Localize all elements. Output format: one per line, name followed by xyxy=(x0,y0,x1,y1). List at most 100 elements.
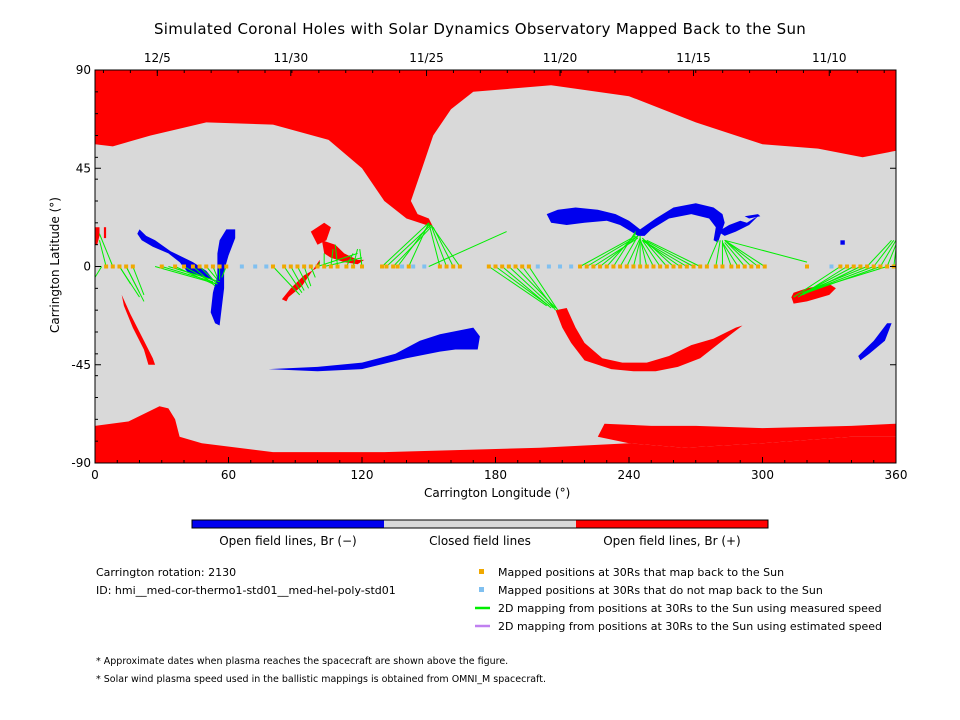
mapped-point-0 xyxy=(104,264,109,269)
mapped-point-71 xyxy=(805,264,809,269)
negative-open-region-7 xyxy=(744,214,761,219)
mapping-line-47 xyxy=(508,266,554,309)
date-label-3: 11/20 xyxy=(543,51,578,65)
mapped-point-33 xyxy=(444,264,449,269)
mapped-point-43 xyxy=(578,264,583,269)
x-axis-label: Carrington Longitude (°) xyxy=(424,486,571,500)
mapped-point-45 xyxy=(591,264,596,269)
legend-label-mapped: Mapped positions at 30Rs that map back t… xyxy=(498,566,785,579)
mapped-point-65 xyxy=(729,264,734,269)
colorbar-segment-0 xyxy=(192,520,384,528)
legend-marker-mapped xyxy=(479,569,484,574)
mapped-point-78 xyxy=(878,264,883,269)
mapping-line-87 xyxy=(809,266,888,291)
x-tick-label-5: 300 xyxy=(751,468,774,482)
mapped-point-5 xyxy=(159,264,164,269)
mapped-point-64 xyxy=(720,264,725,269)
y-tick-label-1: 45 xyxy=(76,161,91,175)
unmapped-point-3 xyxy=(400,264,405,269)
mapping-line-56 xyxy=(613,231,637,267)
mapping-line-12 xyxy=(199,266,218,285)
mapped-point-20 xyxy=(315,264,320,269)
mapping-line-39 xyxy=(428,222,441,267)
colorbar-segment-2 xyxy=(576,520,768,528)
mapped-point-41 xyxy=(520,264,525,269)
mapping-line-78 xyxy=(724,239,765,267)
mapping-line-19 xyxy=(272,266,301,296)
mapped-point-35 xyxy=(457,264,462,269)
carrington-rotation: Carrington rotation: 2130 xyxy=(96,566,237,579)
legend-label-estimated: 2D mapping from positions at 30Rs to the… xyxy=(498,620,883,633)
positive-open-region-2 xyxy=(597,423,896,448)
colorbar-label-0: Open field lines, Br (−) xyxy=(219,534,357,548)
mapped-point-28 xyxy=(384,264,389,269)
mapped-point-30 xyxy=(395,264,400,269)
mapping-line-42 xyxy=(430,224,461,267)
mapped-point-73 xyxy=(845,264,850,269)
unmapped-point-7 xyxy=(546,264,551,269)
unmapped-point-10 xyxy=(829,264,834,269)
positive-open-region-9 xyxy=(95,227,100,245)
mapped-point-68 xyxy=(749,264,754,269)
mapping-line-45 xyxy=(495,266,550,307)
mapping-line-57 xyxy=(619,235,639,267)
mapped-point-14 xyxy=(271,264,275,269)
legend-label-unmapped: Mapped positions at 30Rs that do not map… xyxy=(498,584,823,597)
mapping-line-30 xyxy=(352,248,359,267)
unmapped-point-1 xyxy=(253,264,258,269)
mapped-point-37 xyxy=(493,264,498,269)
mapped-point-16 xyxy=(288,264,293,269)
mapped-point-27 xyxy=(380,264,385,269)
negative-open-region-3 xyxy=(210,229,236,326)
mapped-point-17 xyxy=(295,264,300,269)
mapped-point-21 xyxy=(322,264,327,269)
y-tick-label-4: -90 xyxy=(71,456,91,470)
mapped-point-4 xyxy=(130,264,135,269)
positive-open-region-4 xyxy=(321,240,365,265)
mapping-line-76 xyxy=(724,239,752,267)
positive-open-region-6 xyxy=(281,259,320,302)
x-tick-label-4: 240 xyxy=(618,468,641,482)
mapping-line-18 xyxy=(168,266,220,283)
mapped-point-59 xyxy=(684,264,689,269)
mapped-point-26 xyxy=(360,264,364,269)
date-label-2: 11/25 xyxy=(409,51,444,65)
mapping-line-22 xyxy=(297,266,310,289)
mapped-point-76 xyxy=(865,264,870,269)
negative-open-region-6 xyxy=(840,240,845,245)
footnote-2: * Solar wind plasma speed used in the ba… xyxy=(96,674,546,685)
colorbar-label-2: Open field lines, Br (+) xyxy=(603,534,741,548)
legend-label-measured: 2D mapping from positions at 30Rs to the… xyxy=(498,602,882,615)
positive-open-region-0 xyxy=(95,70,896,228)
mapped-point-40 xyxy=(513,264,518,269)
x-tick-label-3: 180 xyxy=(484,468,507,482)
mapping-line-67 xyxy=(642,239,688,267)
mapped-point-9 xyxy=(197,264,202,269)
mapped-point-75 xyxy=(858,264,863,269)
mapping-line-1 xyxy=(98,240,107,267)
mapped-point-38 xyxy=(500,264,505,269)
mapped-point-13 xyxy=(224,264,229,269)
unmapped-point-9 xyxy=(569,264,574,269)
unmapped-point-4 xyxy=(411,264,416,269)
mapped-point-24 xyxy=(344,264,349,269)
mapped-point-11 xyxy=(210,264,215,269)
mapping-line-38 xyxy=(408,222,430,267)
colorbar-label-1: Closed field lines xyxy=(429,534,531,548)
unmapped-point-5 xyxy=(422,264,427,269)
mapped-point-56 xyxy=(664,264,669,269)
legend-marker-unmapped xyxy=(479,587,484,592)
mapping-line-32 xyxy=(317,252,358,267)
y-axis-label: Carrington Latitude (°) xyxy=(48,197,62,333)
positive-open-region-1 xyxy=(95,406,896,463)
mapping-line-2 xyxy=(98,233,114,267)
mapped-point-74 xyxy=(851,264,856,269)
mapped-point-29 xyxy=(391,264,396,269)
mapping-line-49 xyxy=(521,266,556,311)
mapping-line-13 xyxy=(205,266,218,280)
mapped-point-31 xyxy=(406,264,411,269)
mapped-point-36 xyxy=(486,264,491,269)
negative-open-region-2 xyxy=(268,327,480,372)
mapping-line-84 xyxy=(802,266,868,294)
y-tick-label-0: 90 xyxy=(76,63,91,77)
